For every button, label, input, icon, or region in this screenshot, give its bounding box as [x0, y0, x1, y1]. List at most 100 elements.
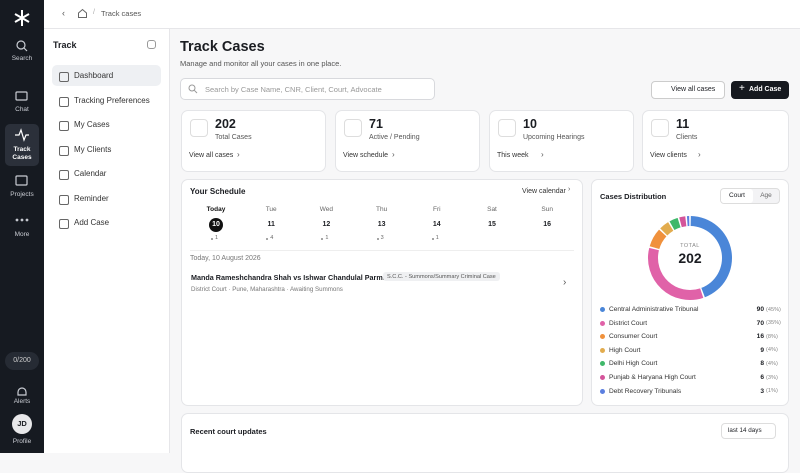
legend-name: High Court [609, 346, 641, 354]
day-date[interactable]: 12 [322, 221, 331, 228]
avatar[interactable]: JD [12, 414, 32, 434]
day-dot [211, 238, 213, 240]
nav-icon [59, 170, 69, 180]
day-name: Fri [433, 206, 441, 213]
add-case-button[interactable]: Add Case [731, 81, 789, 99]
legend-share: (3%) [766, 374, 778, 381]
legend-name: Debt Recovery Tribunals [609, 387, 682, 395]
legend-value: 6 [760, 374, 764, 381]
stat-label: Total Cases [215, 134, 252, 141]
donut-segment [686, 216, 690, 227]
stat-value: 202 [215, 117, 236, 131]
stat-value: 11 [676, 117, 690, 131]
tab[interactable]: Court [721, 189, 753, 203]
collapse[interactable] [147, 40, 156, 49]
legend-value: 8 [760, 360, 764, 368]
stat-link[interactable]: View clients [650, 152, 687, 159]
total: 202 [678, 250, 702, 266]
day-count: 3 [380, 235, 384, 241]
donut-segment [649, 229, 667, 250]
rail-item[interactable]: Track Cases [12, 146, 32, 161]
rail [0, 0, 44, 453]
stat-link[interactable]: This week [497, 152, 529, 159]
nav-item[interactable]: My Cases [74, 120, 110, 129]
day-date[interactable]: 16 [543, 221, 552, 228]
nav-item[interactable]: Add Case [74, 218, 110, 227]
legend-value: 3 [760, 387, 764, 395]
stat-value: 71 [369, 117, 383, 131]
rail-item[interactable]: Alerts [13, 398, 31, 405]
rail-icons [15, 40, 29, 396]
day-date[interactable]: 13 [377, 221, 386, 228]
rail-item[interactable]: Profile [12, 438, 32, 445]
calendar-link[interactable]: View calendar [522, 188, 566, 195]
search-icon [188, 84, 198, 94]
chevron[interactable]: › [563, 277, 567, 288]
view-all-button[interactable]: View all cases [651, 81, 725, 99]
breadcrumb[interactable]: Track cases [101, 9, 142, 18]
search-placeholder: Search by Case Name, CNR, Client, Court,… [205, 85, 382, 94]
rail-item[interactable]: More [14, 231, 30, 238]
day-name: Wed [319, 206, 334, 213]
donut [648, 216, 732, 300]
search-box[interactable] [180, 78, 435, 100]
nav-icon [59, 121, 69, 131]
stat-icon [651, 119, 669, 137]
nav-item[interactable]: My Clients [74, 144, 112, 154]
nav-item[interactable]: Calendar [74, 169, 107, 178]
nav-item[interactable]: Tracking Preferences [74, 95, 150, 105]
back[interactable]: ‹ [62, 8, 65, 18]
rail-item[interactable]: Search [11, 55, 33, 62]
rail-active [5, 124, 39, 166]
day-date[interactable]: 14 [432, 221, 441, 228]
nav-icon [59, 145, 69, 156]
legend-share: (1%) [766, 388, 778, 395]
separator: / [93, 9, 95, 16]
legend-value: 9 [760, 346, 764, 354]
case-tag: S.C.C. - Summons/Summary Criminal Case [383, 272, 500, 281]
stat-label: Clients [676, 134, 698, 141]
case-title[interactable]: Manda Rameshchandra Shah vs Ishwar Chand… [191, 273, 390, 282]
legend-dot [600, 347, 605, 353]
day-count: 4 [270, 235, 274, 241]
case-meta: District Court · Pune, Maharashtra · Awa… [191, 286, 343, 293]
card-title: Cases Distribution [600, 192, 667, 201]
day-date[interactable]: 10 [209, 218, 223, 232]
tab[interactable]: Age [760, 192, 772, 199]
nav-item[interactable]: Reminder [74, 193, 109, 203]
legend-dot [600, 307, 605, 312]
legend-dot [600, 320, 605, 326]
legend-value: 16 [756, 333, 764, 341]
nav-item[interactable]: Dashboard [74, 71, 114, 80]
legend-name: District Court [609, 319, 648, 327]
stat-value: 10 [523, 117, 537, 131]
chevron: › [568, 186, 571, 193]
legend-share: (4%) [766, 347, 778, 354]
divider [190, 250, 574, 251]
day-date[interactable]: 11 [267, 221, 275, 228]
day-name: Sat [487, 206, 497, 213]
day-count: 1 [325, 235, 329, 241]
stat-link[interactable]: View all cases [189, 152, 234, 159]
stat-label: Active / Pending [369, 134, 420, 141]
legend-share: (45%) [766, 306, 781, 313]
rail-item[interactable]: Projects [10, 191, 34, 198]
home-icon[interactable] [77, 8, 88, 19]
day-dot [431, 238, 434, 240]
filter[interactable]: last 14 days [721, 423, 776, 439]
counter[interactable]: 0/200 [5, 352, 39, 370]
stat-link[interactable]: View schedule [343, 152, 389, 159]
topbar [44, 0, 800, 29]
day-date[interactable]: 15 [488, 221, 496, 228]
stat-label: Upcoming Hearings [523, 134, 585, 141]
card-title: Your Schedule [190, 187, 246, 196]
nav-icon [59, 219, 69, 229]
legend-name: Central Administrative Tribunal [609, 306, 699, 313]
chevron: › [698, 150, 701, 159]
donut-segment [679, 216, 687, 228]
recent-card [181, 413, 789, 473]
rail-item[interactable]: Chat [15, 106, 29, 113]
donut-segment [669, 217, 681, 231]
chevron: › [541, 150, 544, 159]
